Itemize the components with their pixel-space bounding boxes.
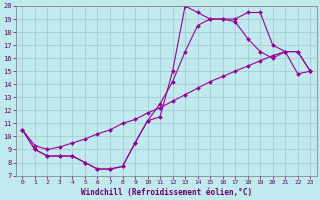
X-axis label: Windchill (Refroidissement éolien,°C): Windchill (Refroidissement éolien,°C) — [81, 188, 252, 197]
